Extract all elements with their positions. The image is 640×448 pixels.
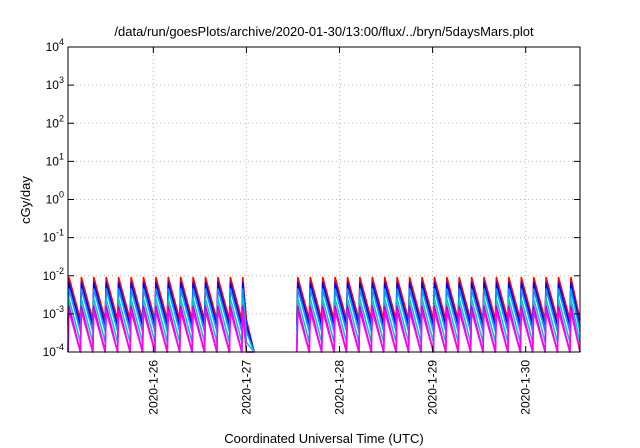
x-tick-label: 2020-1-27: [239, 360, 253, 415]
y-tick-label: 10-1: [43, 228, 64, 245]
y-axis: 10-4 10-3 10-2 10-1 100 101 102 103 104: [43, 37, 580, 359]
y-tick-label: 100: [46, 190, 64, 207]
x-tick-label: 2020-1-26: [146, 360, 160, 415]
chart-title: /data/run/goesPlots/archive/2020-01-30/1…: [114, 24, 534, 39]
x-tick-label: 2020-1-30: [519, 360, 533, 415]
x-tick-label: 2020-1-28: [333, 360, 347, 415]
x-axis: 2020-1-26 2020-1-27 2020-1-28 2020-1-29 2020…: [146, 47, 533, 415]
y-axis-label: cGy/day: [18, 176, 33, 224]
y-tick-label: 10-3: [43, 304, 64, 321]
series-line: [67, 288, 581, 353]
series-layer: [67, 276, 581, 353]
y-tick-label: 10-2: [43, 266, 64, 283]
y-tick-label: 102: [46, 113, 64, 130]
y-tick-label: 10-4: [43, 342, 64, 359]
x-axis-label: Coordinated Universal Time (UTC): [224, 431, 423, 446]
series-line: [67, 310, 581, 353]
y-tick-label: 104: [46, 37, 64, 54]
y-tick-label: 103: [46, 75, 64, 92]
y-tick-label: 101: [46, 151, 64, 168]
x-tick-label: 2020-1-29: [426, 360, 440, 415]
